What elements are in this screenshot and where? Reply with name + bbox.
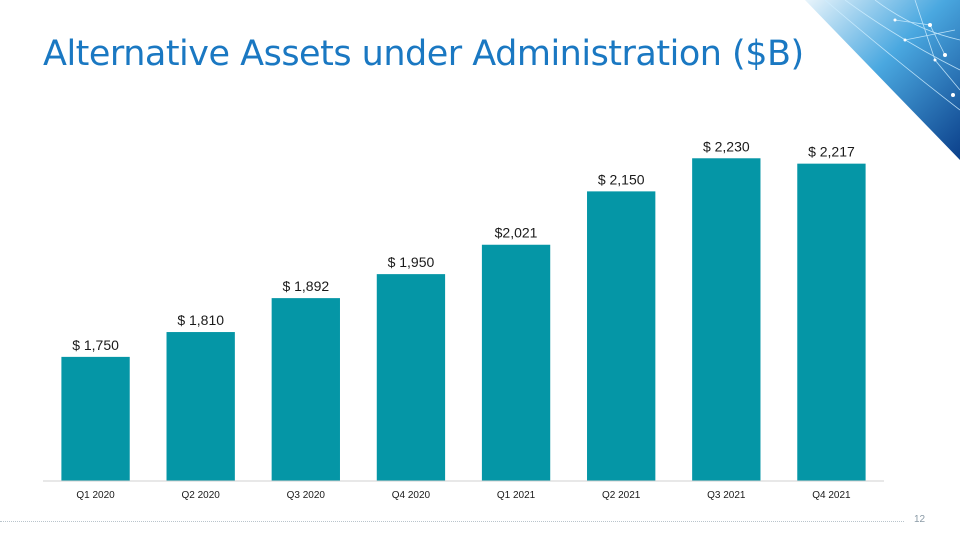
x-tick-label: Q3 2021 — [707, 490, 746, 501]
bar-q4-2021 — [797, 163, 866, 481]
data-label: $ 1,810 — [177, 312, 224, 328]
data-label: $ 2,230 — [703, 138, 750, 154]
bar-q1-2020 — [61, 356, 130, 481]
x-tick-label: Q1 2020 — [76, 490, 115, 501]
bar-q4-2020 — [376, 274, 446, 481]
data-label: $ 2,150 — [598, 171, 645, 187]
data-label: $2,021 — [495, 225, 538, 241]
x-tick-label: Q4 2021 — [812, 490, 851, 501]
x-tick-label: Q3 2020 — [287, 490, 326, 501]
data-label: $ 1,950 — [388, 254, 435, 270]
bar-q3-2021 — [692, 158, 761, 481]
network-globe-icon — [805, 0, 960, 160]
bar-q2-2020 — [166, 332, 235, 481]
data-label: $ 1,892 — [282, 278, 329, 294]
data-label: $ 2,217 — [808, 144, 855, 160]
bar-q3-2020 — [271, 298, 340, 481]
x-tick-label: Q2 2021 — [602, 490, 641, 501]
x-tick-label: Q1 2021 — [497, 490, 536, 501]
page-number: 12 — [914, 514, 926, 525]
data-label: $ 1,750 — [72, 337, 119, 353]
page-title: Alternative Assets under Administration … — [43, 34, 804, 74]
x-tick-label: Q2 2020 — [182, 490, 221, 501]
x-tick-label: Q4 2020 — [392, 490, 431, 501]
bar-q2-2021 — [587, 191, 656, 481]
bar-q1-2021 — [481, 244, 551, 481]
footer-divider — [0, 521, 904, 522]
